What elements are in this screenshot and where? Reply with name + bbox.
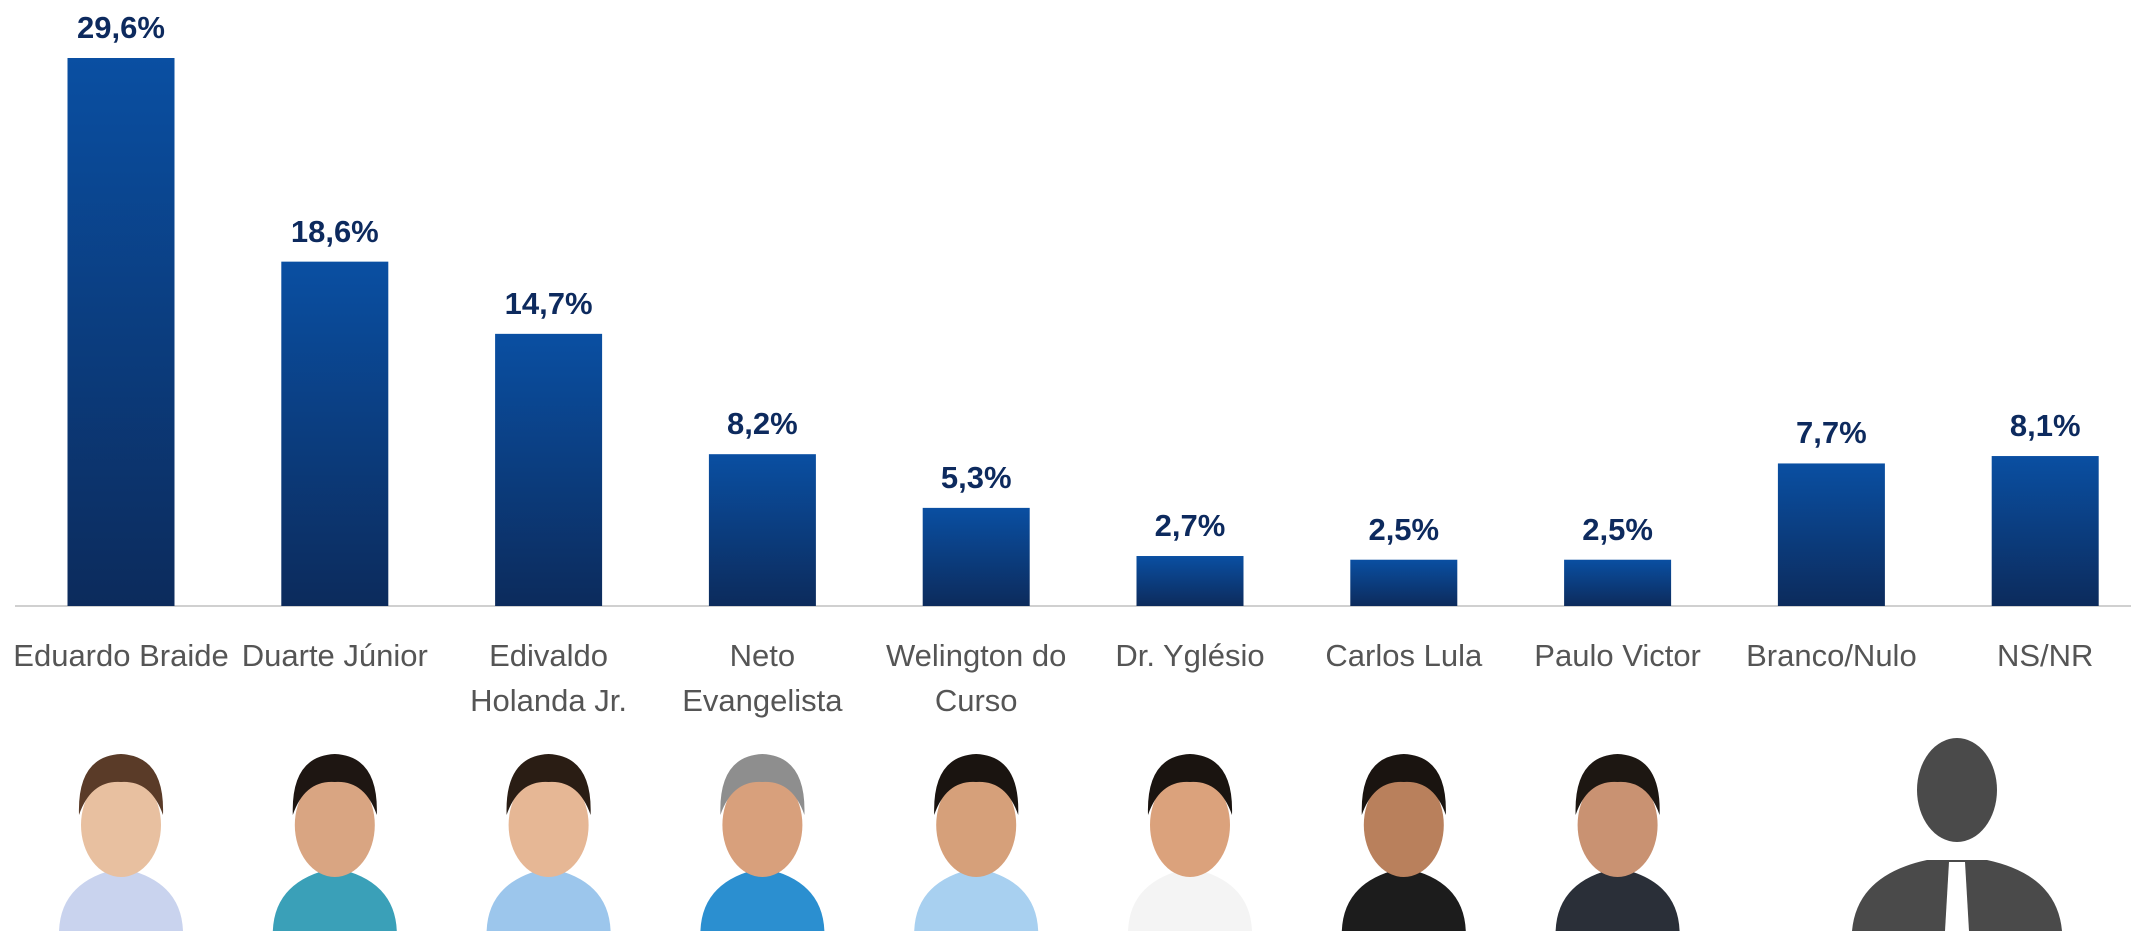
value-label: 5,3% xyxy=(940,459,1012,495)
portrait-hair xyxy=(506,754,591,815)
portrait-hair xyxy=(1147,754,1233,815)
bar xyxy=(1777,463,1885,606)
portrait-body xyxy=(486,868,611,931)
category-label: NS/NR xyxy=(1996,638,2094,673)
value-label: 2,5% xyxy=(1368,511,1440,547)
value-label: 18,6% xyxy=(290,213,379,249)
portrait-hair xyxy=(720,754,805,815)
portrait-body xyxy=(914,868,1039,931)
category-label: Paulo Victor xyxy=(1534,638,1701,673)
silhouette-tie xyxy=(1945,862,1969,931)
portrait-hair xyxy=(1361,754,1446,815)
category-label: Edivaldo Holanda Jr. xyxy=(470,638,627,718)
value-label: 14,7% xyxy=(504,285,593,321)
category-label: Duarte Júnior xyxy=(241,638,428,673)
portrait-hair xyxy=(78,754,164,815)
bar xyxy=(922,507,1030,606)
portrait-face xyxy=(1577,773,1658,877)
value-label: 2,7% xyxy=(1154,508,1226,543)
portrait-body xyxy=(1555,868,1680,931)
value-label: 7,7% xyxy=(1796,415,1867,451)
portrait-body xyxy=(700,868,825,931)
portrait-face xyxy=(936,773,1017,877)
bar xyxy=(1564,559,1672,606)
portrait-hair xyxy=(934,754,1019,815)
category-label: Branco/Nulo xyxy=(1746,638,1917,673)
portrait-body xyxy=(1341,868,1466,931)
value-label: 8,2% xyxy=(727,406,798,442)
portrait-body xyxy=(272,868,397,931)
portrait-hair xyxy=(1575,754,1660,815)
portrait-face xyxy=(1150,773,1230,877)
portrait-face xyxy=(294,773,375,877)
value-label: 8,1% xyxy=(2009,408,2081,444)
bar xyxy=(1136,556,1244,606)
silhouette-head xyxy=(1917,738,1997,842)
bar xyxy=(708,454,816,606)
bar xyxy=(495,333,603,606)
bar xyxy=(281,261,389,606)
value-label: 2,5% xyxy=(1582,511,1653,547)
portrait-face xyxy=(722,773,803,877)
bar xyxy=(67,58,175,606)
portrait-face xyxy=(1363,773,1444,877)
bar xyxy=(1991,456,2099,606)
value-label: 29,6% xyxy=(77,10,165,45)
portrait-hair xyxy=(292,754,377,815)
category-label: Welington do Curso xyxy=(885,638,1067,718)
category-label: Neto Evangelista xyxy=(682,638,843,718)
portrait-face xyxy=(81,773,161,877)
category-label: Eduardo Braide xyxy=(13,638,229,673)
category-label: Dr. Yglésio xyxy=(1115,638,1265,673)
bar xyxy=(1350,559,1458,606)
portrait-body xyxy=(59,868,183,931)
portrait-body xyxy=(1128,868,1252,931)
portrait-face xyxy=(508,773,589,877)
category-label: Carlos Lula xyxy=(1325,638,1483,673)
